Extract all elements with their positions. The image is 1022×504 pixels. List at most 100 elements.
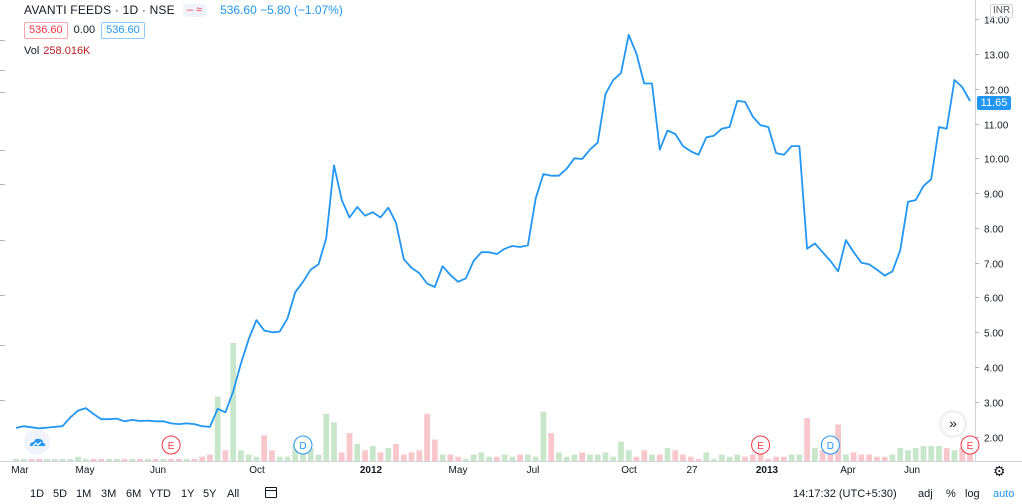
timeframe-ytd[interactable]: YTD — [149, 488, 171, 500]
x-tick-label: Apr — [840, 465, 856, 476]
timeframe-5d[interactable]: 5D — [53, 488, 68, 500]
volume-bar — [695, 458, 702, 461]
x-tick-label: Jun — [150, 465, 166, 476]
event-marker — [751, 435, 771, 455]
volume-bar — [284, 456, 291, 461]
timeframe-1d[interactable]: 1D — [30, 488, 45, 500]
timeframe-5y[interactable]: 5Y — [203, 488, 217, 500]
volume-bar — [486, 456, 492, 461]
x-tick-label: May — [76, 465, 95, 476]
volume-bar — [796, 454, 803, 461]
timeframe-1m[interactable]: 1M — [76, 488, 92, 500]
volume-bar — [773, 456, 779, 461]
gear-icon[interactable]: ⚙ — [993, 463, 1006, 479]
volume-bar — [765, 458, 772, 461]
volume-bar — [563, 456, 570, 461]
volume-bar — [649, 454, 655, 461]
event-marker — [161, 435, 181, 455]
volume-bar — [113, 458, 120, 461]
price-change: 536.60 −5.80 (−1.07%) — [220, 3, 343, 17]
volume-bar — [726, 456, 733, 461]
wave-icon[interactable]: – ≈ — [186, 4, 203, 16]
volume-bar — [462, 458, 469, 461]
log-toggle[interactable]: log — [965, 488, 980, 500]
volume-bar — [703, 452, 710, 461]
volume-bar — [160, 458, 167, 461]
volume-bar — [222, 450, 229, 461]
volume-bar — [431, 439, 438, 461]
volume-bar — [230, 343, 237, 461]
calendar-icon[interactable] — [265, 487, 277, 498]
volume-bar — [850, 452, 857, 461]
volume-bar — [393, 443, 399, 461]
volume-bar — [687, 456, 694, 461]
event-marker-label: E — [757, 441, 764, 452]
timeframe-1y[interactable]: 1Y — [181, 488, 195, 500]
adj-toggle[interactable]: adj — [918, 488, 933, 500]
volume-bar — [338, 452, 345, 461]
legend-controls[interactable]: – ≈ — [182, 3, 207, 17]
volume-bar — [408, 452, 415, 461]
volume-bar — [261, 435, 268, 461]
volume-bar — [943, 448, 950, 461]
volume-bar — [106, 458, 112, 461]
volume-bar — [587, 454, 593, 461]
volume-bar — [176, 458, 182, 461]
volume-bar — [912, 448, 919, 461]
volume-bar — [82, 458, 89, 461]
symbol-title[interactable]: AVANTI FEEDS · 1D · NSE — [24, 3, 175, 17]
event-marker-label: D — [299, 441, 306, 452]
volume-bar — [144, 458, 151, 461]
volume-bar — [137, 458, 143, 461]
scroll-right-button[interactable]: » — [941, 412, 965, 436]
y-tick-label: 4.00 — [984, 364, 1004, 375]
clock: 14:17:32 (UTC+5:30) — [793, 488, 897, 500]
x-tick-label: Jul — [527, 465, 540, 476]
y-tick-label: 9.00 — [984, 190, 1004, 201]
volume-bar — [253, 456, 260, 461]
auto-toggle[interactable]: auto — [993, 488, 1015, 500]
volume-bar — [331, 422, 337, 461]
currency-label[interactable]: INR — [990, 4, 1014, 18]
volume-bar — [269, 450, 275, 461]
x-tick-label: 2012 — [360, 465, 383, 476]
ask-box[interactable]: 536.60 — [101, 21, 145, 39]
bid-box[interactable]: 536.60 — [24, 21, 68, 39]
y-tick-label: 8.00 — [984, 225, 1004, 236]
volume-bar — [28, 458, 35, 461]
volume-bar — [20, 458, 27, 461]
x-tick-label: Oct — [249, 465, 265, 476]
y-tick-label: 11.00 — [984, 121, 1009, 132]
volume-bar — [812, 448, 818, 461]
event-marker-label: E — [967, 441, 974, 452]
timeframe-3m[interactable]: 3M — [101, 488, 117, 500]
volume-bar — [276, 456, 283, 461]
volume-bar — [245, 454, 252, 461]
volume-bar — [556, 452, 562, 461]
y-tick-label: 14.00 — [984, 16, 1009, 27]
volume-bar — [579, 452, 586, 461]
timeframe-all[interactable]: All — [227, 488, 240, 500]
volume-bar — [532, 456, 539, 461]
volume-bar — [548, 433, 555, 461]
percent-toggle[interactable]: % — [946, 488, 956, 500]
volume-bar — [121, 458, 128, 461]
volume-bar — [214, 396, 221, 461]
volume-bar — [90, 458, 97, 461]
volume-bar — [641, 450, 648, 461]
volume-bar — [494, 456, 500, 461]
volume-bar — [874, 456, 880, 461]
volume-bar — [354, 443, 361, 461]
volume-bar — [183, 458, 190, 461]
volume-bar — [424, 413, 430, 461]
cloud-logo-icon[interactable] — [24, 429, 50, 455]
timeframe-6m[interactable]: 6M — [126, 488, 142, 500]
volume-bar — [168, 458, 174, 461]
volume-bar — [400, 454, 407, 461]
volume-bar — [59, 458, 66, 461]
volume-bar — [711, 458, 717, 461]
volume-bar — [625, 450, 632, 461]
y-tick-label: 10.00 — [984, 155, 1009, 166]
volume-bar — [672, 450, 679, 461]
